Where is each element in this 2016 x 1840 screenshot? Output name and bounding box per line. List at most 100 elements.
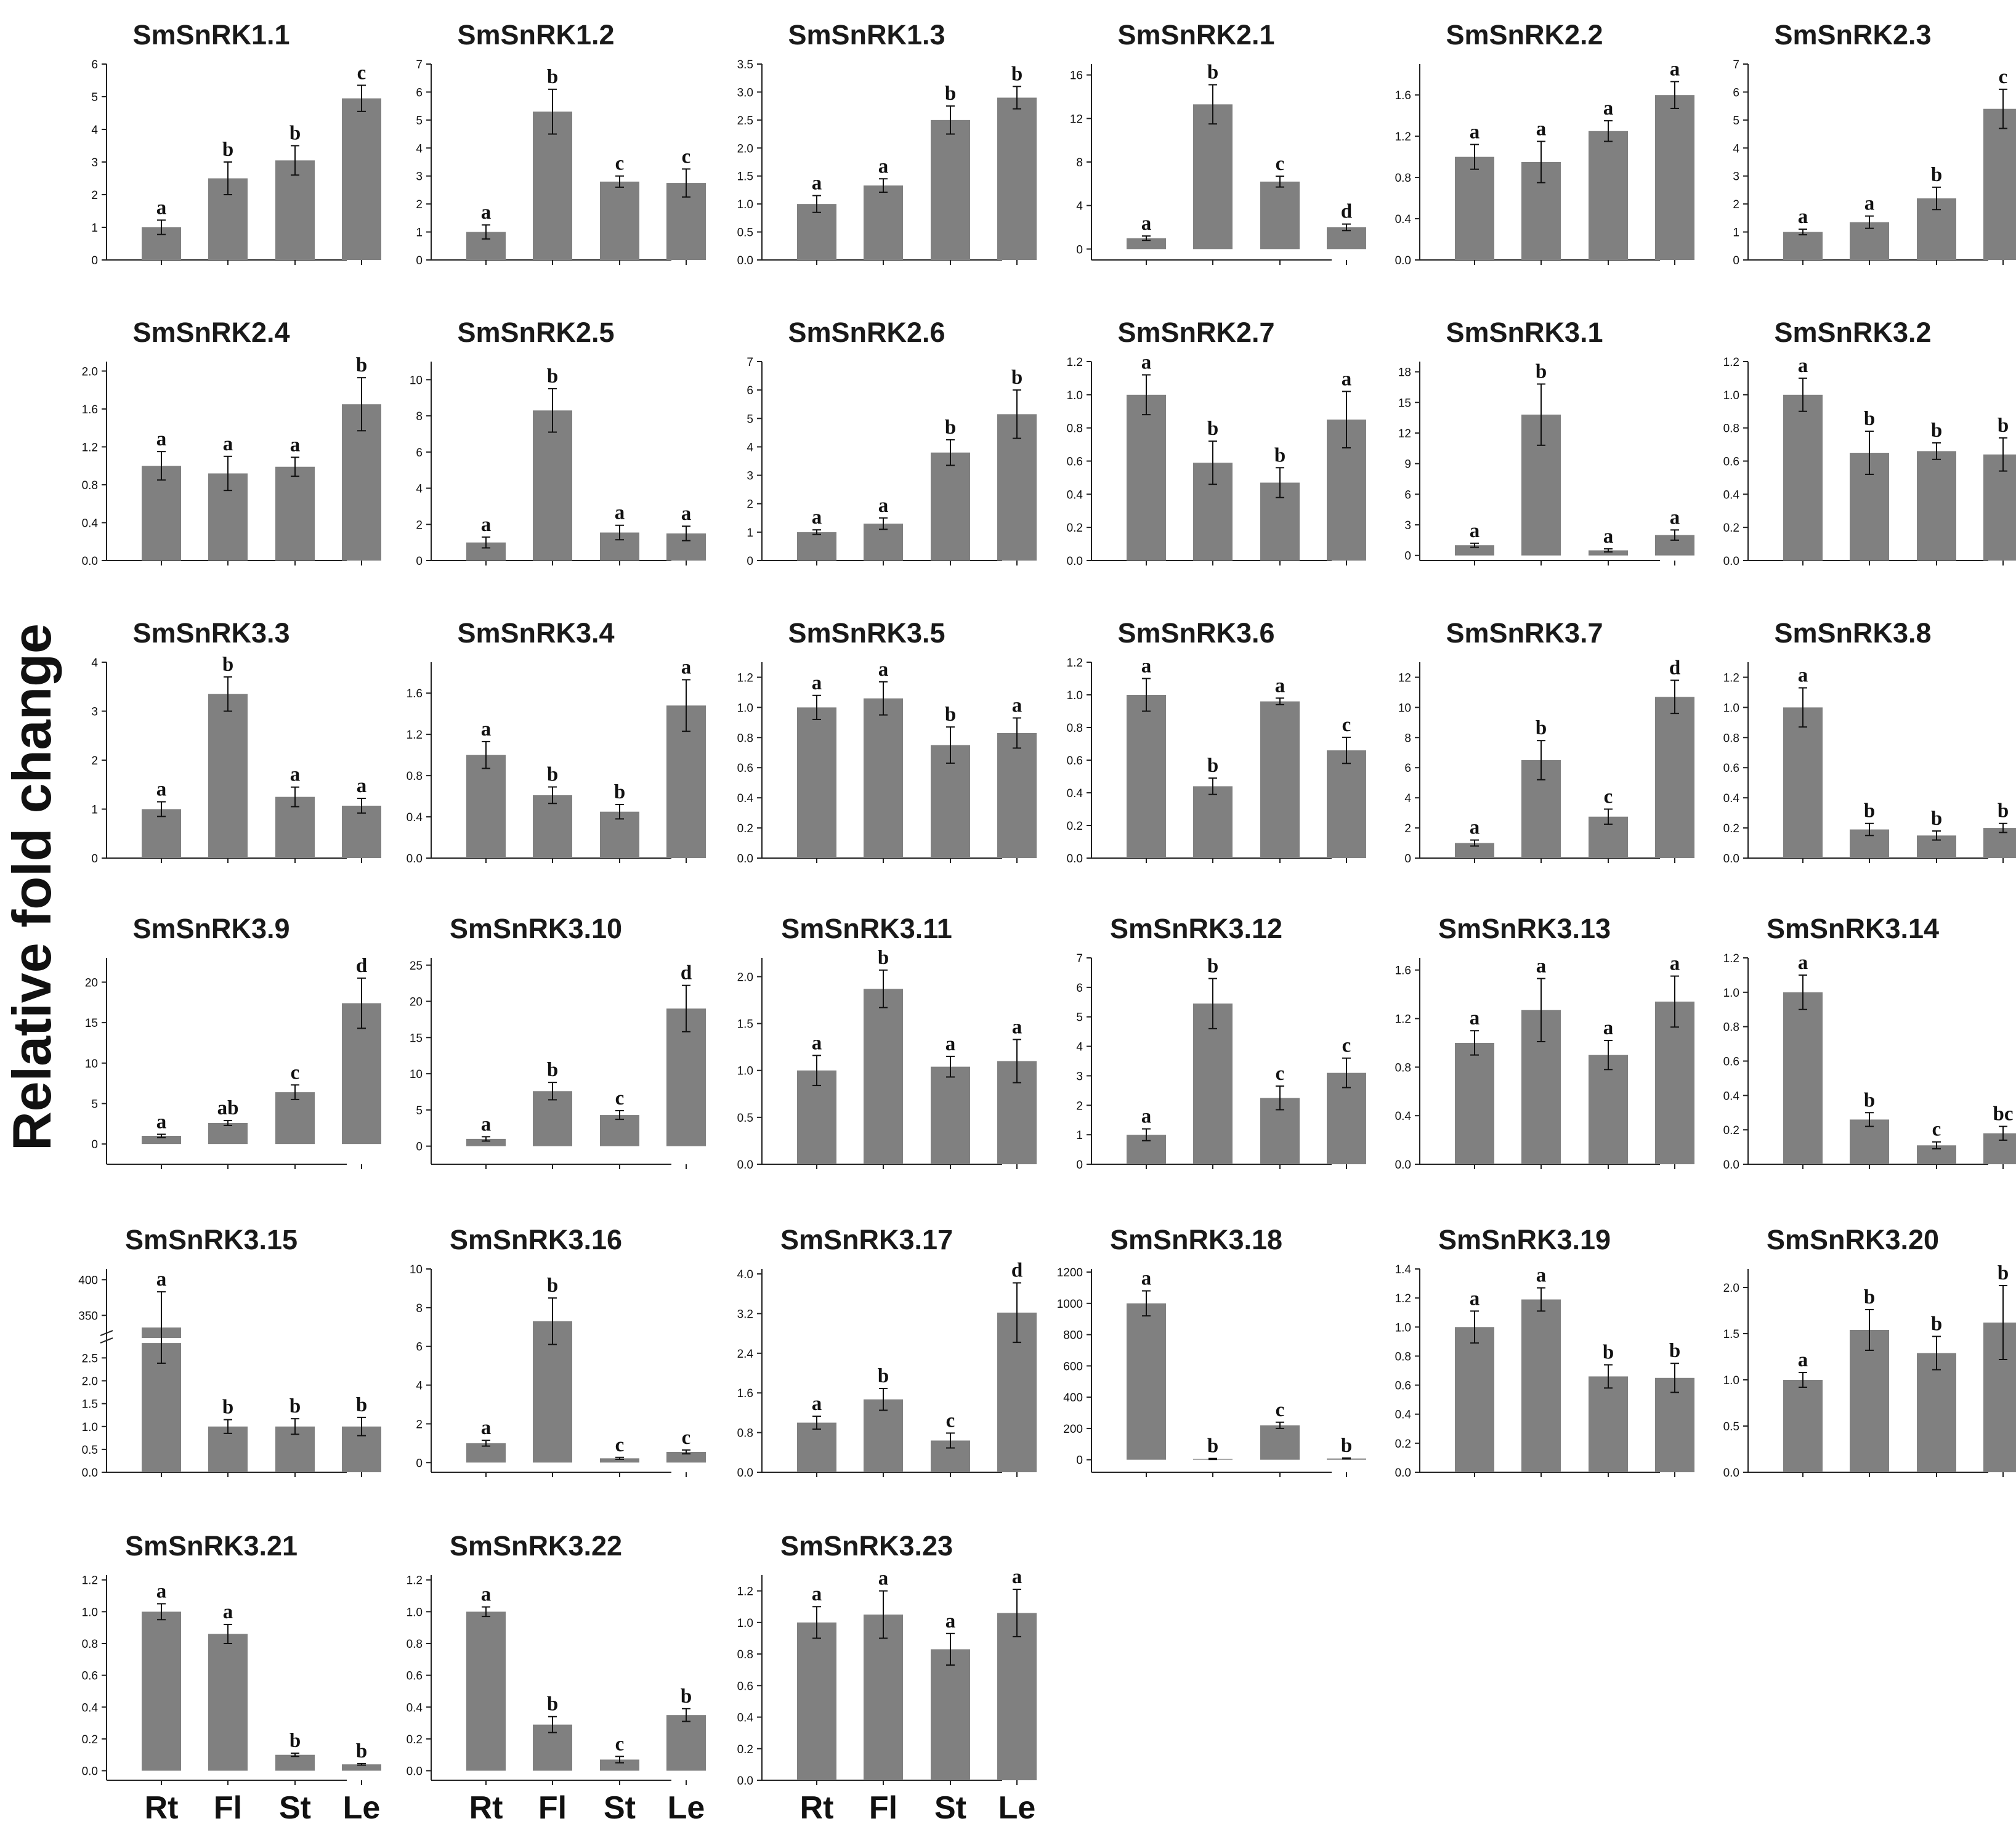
y-tick-label: 3 <box>747 470 753 483</box>
y-tick-label: 1.2 <box>407 729 423 742</box>
y-tick-label: 1.4 <box>1395 1263 1412 1276</box>
y-tick-label: 7 <box>416 59 423 71</box>
bar-St <box>275 466 315 561</box>
panel-30: SmSnRK3.20 0.0 0.5 1.0 1.5 2.0 a b b b <box>1723 1224 2016 1480</box>
y-tick-label: 3 <box>416 171 423 184</box>
bar-St <box>1589 550 1628 556</box>
y-tick-label: 1.0 <box>737 1065 753 1078</box>
significance-letter-Fl: b <box>1207 62 1218 84</box>
y-tick-label: 1000 <box>1057 1298 1083 1311</box>
y-tick-label: 0.8 <box>407 1638 423 1651</box>
y-tick-label: 0 <box>1076 1454 1083 1467</box>
bar-Le <box>1983 1323 2016 1472</box>
significance-letter-Fl: b <box>1207 1435 1218 1457</box>
panel-title: SmSnRK2.1 <box>1117 19 1274 51</box>
y-tick-label: 0.0 <box>737 1467 753 1480</box>
panel-15: SmSnRK3.5 0.0 0.2 0.4 0.6 0.8 1.0 1.2 a a b a <box>737 617 1037 865</box>
y-tick-label: 0.0 <box>1723 1467 1739 1480</box>
y-tick-label: 7 <box>747 356 753 369</box>
y-tick-label: 0.0 <box>407 1765 423 1778</box>
bar-Le <box>1655 697 1694 858</box>
significance-letter-Fl: a <box>878 155 889 177</box>
bar-Le <box>666 1452 706 1463</box>
y-tick-label: 0.6 <box>737 762 753 775</box>
y-tick-label: 1 <box>1076 1129 1083 1142</box>
y-tick-label: 0 <box>1404 853 1411 865</box>
bar-Fl <box>864 185 903 260</box>
panel-17: SmSnRK3.7 0 2 4 6 8 10 12 a b c d <box>1398 617 1694 865</box>
significance-letter-St: c <box>1276 153 1285 175</box>
y-tick-label: 12 <box>1398 671 1411 684</box>
significance-letter-Fl: b <box>547 1059 558 1081</box>
bar-St <box>275 1092 315 1145</box>
y-tick-label: 2 <box>747 498 753 511</box>
y-tick-label: 0.2 <box>1395 1438 1411 1451</box>
y-tick-label: 10 <box>1398 702 1411 715</box>
y-tick-label: 1.2 <box>82 441 98 454</box>
significance-letter-Fl: b <box>1207 418 1218 440</box>
y-tick-label: 0.4 <box>407 1701 423 1714</box>
significance-letter-Rt: a <box>156 1580 167 1602</box>
y-tick-label: 4 <box>91 657 98 670</box>
y-tick-label: 5 <box>1076 1011 1083 1024</box>
y-tick-label: 0.0 <box>1395 254 1411 267</box>
significance-letter-Le: c <box>1999 66 2008 88</box>
bar-Fl <box>1850 1330 1889 1472</box>
y-tick-label: 0.8 <box>1395 172 1411 185</box>
y-tick-label: 0 <box>416 1457 423 1470</box>
panel-title: SmSnRK2.4 <box>132 317 289 348</box>
panel-11: SmSnRK3.1 0 3 6 9 12 15 18 a b a a <box>1398 317 1694 565</box>
bar-Le <box>1655 1377 1694 1472</box>
bar-Fl <box>864 989 903 1164</box>
panel-19: SmSnRK3.9 0 5 10 15 20 a ab c d <box>85 913 381 1169</box>
y-tick-label: 0.4 <box>1723 488 1740 501</box>
significance-letter-Rt: a <box>812 672 822 694</box>
y-tick-label: 4 <box>747 441 753 454</box>
y-tick-label: 1 <box>91 804 98 817</box>
significance-letter-Fl: b <box>1864 1089 1875 1111</box>
bar-Le <box>342 1764 381 1771</box>
y-tick-label: 0.5 <box>737 1112 753 1125</box>
bar-St <box>931 120 970 260</box>
y-tick-label: 0.0 <box>737 254 753 267</box>
significance-letter-St: a <box>945 1610 956 1632</box>
bar-Fl <box>533 111 572 260</box>
significance-letter-Rt: a <box>812 506 822 529</box>
y-tick-label: 0.8 <box>737 1427 753 1440</box>
axis-break-mark <box>100 1330 113 1337</box>
bar-Rt <box>142 1136 181 1145</box>
y-tick-label: 10 <box>410 1068 423 1081</box>
y-tick-label: 8 <box>416 1302 423 1315</box>
y-tick-label: 3 <box>91 706 98 719</box>
significance-letter-Fl: a <box>1536 1265 1547 1287</box>
y-tick-label: 0.8 <box>1723 732 1739 745</box>
y-tick-label: 4 <box>1076 1041 1083 1054</box>
y-tick-label: 2 <box>1404 822 1411 835</box>
panel-26: SmSnRK3.16 0 2 4 6 8 10 a b c c <box>410 1224 706 1477</box>
y-tick-label: 0.0 <box>737 1159 753 1172</box>
significance-letter-Le: a <box>681 656 692 678</box>
significance-letter-St: b <box>945 83 956 105</box>
y-tick-label: 1 <box>747 527 753 540</box>
bar-Rt <box>466 1611 506 1771</box>
y-tick-label: 2.0 <box>737 971 753 984</box>
significance-letter-Fl: b <box>1864 1286 1875 1308</box>
bar-Le <box>1983 1133 2016 1164</box>
y-tick-label: 0.0 <box>737 1775 753 1788</box>
bar-Rt <box>142 809 181 858</box>
panel-title: SmSnRK2.3 <box>1774 19 1931 51</box>
panel-title: SmSnRK3.13 <box>1438 913 1611 944</box>
axis-break-mark <box>100 1337 113 1344</box>
y-tick-label: 1.6 <box>1395 89 1411 102</box>
y-tick-label: 0 <box>1733 254 1739 267</box>
bar-Rt <box>1455 1042 1494 1164</box>
bar-St <box>1260 181 1300 249</box>
y-tick-label: 0.4 <box>1067 488 1083 501</box>
bar-Le <box>342 98 381 260</box>
y-tick-label: 0.4 <box>407 811 423 824</box>
y-tick-label: 400 <box>78 1274 98 1287</box>
y-tick-label: 1.5 <box>737 1018 753 1031</box>
bar-St <box>931 745 970 858</box>
significance-letter-Rt: a <box>1470 121 1480 144</box>
